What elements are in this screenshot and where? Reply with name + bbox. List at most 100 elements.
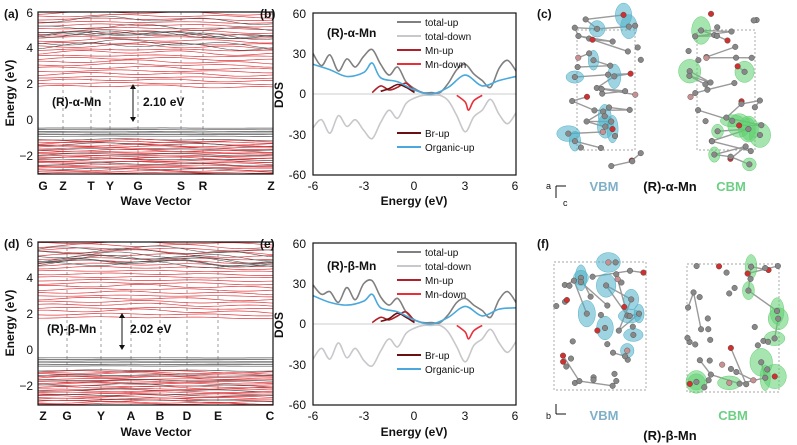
band-d-y-ticks: 6 4 2 0 −2 <box>19 236 33 393</box>
conduction-band <box>37 32 274 37</box>
structure-c-vbm <box>556 2 644 170</box>
conduction-band-gray <box>37 259 274 268</box>
dos-series-mn-down <box>456 94 483 111</box>
conduction-band <box>37 294 273 298</box>
conduction-band <box>37 290 274 296</box>
atom <box>748 54 755 61</box>
atom <box>601 324 608 331</box>
y-tick-label: -30 <box>289 358 307 372</box>
kpoint-label: D <box>183 409 192 423</box>
y-tick-label: 30 <box>293 47 307 61</box>
atom <box>597 311 604 318</box>
conduction-band <box>37 57 274 61</box>
atom <box>693 263 700 270</box>
atom <box>762 374 769 381</box>
atom <box>711 151 718 158</box>
atom <box>731 284 738 291</box>
axis-indicator-c: a c <box>546 181 568 208</box>
conduction-band <box>38 17 274 21</box>
conduction-band <box>37 72 274 77</box>
y-tick-label: 4 <box>26 41 33 55</box>
bond <box>608 106 630 111</box>
atom <box>613 377 620 384</box>
atom <box>726 290 733 297</box>
kpoint-label: Z <box>267 179 274 193</box>
atom <box>611 370 618 377</box>
atom <box>771 335 778 342</box>
atom <box>751 104 758 111</box>
atom <box>758 359 765 366</box>
y-tick-label: −2 <box>19 149 33 163</box>
conduction-band <box>37 306 273 310</box>
valence-band <box>37 385 274 390</box>
bond <box>707 82 735 91</box>
atom <box>614 276 621 283</box>
y-tick-label: 2 <box>26 77 33 91</box>
atom <box>726 379 733 386</box>
atom <box>704 86 711 93</box>
y-tick-label: 6 <box>26 236 33 250</box>
band-a-y-ticks: 6 4 2 0 −2 <box>19 6 33 163</box>
valence-band <box>37 145 274 149</box>
atom <box>591 107 598 114</box>
atom <box>577 278 584 285</box>
band-structure-a <box>37 11 274 175</box>
x-tick-label: 3 <box>462 409 469 423</box>
atom <box>734 63 741 70</box>
panel-d: (d) Z G Y A B D E C 6 4 2 0 −2 Energy (e… <box>3 236 275 439</box>
conduction-band-gray <box>37 30 274 40</box>
x-tick-label: 6 <box>512 409 519 423</box>
dos-chart-b <box>312 48 517 140</box>
atom <box>707 371 714 378</box>
cbm-label: CBM <box>718 408 748 423</box>
valence-band <box>38 379 274 382</box>
y-tick-label: 0 <box>299 317 306 331</box>
panel-a-label: (a) <box>4 7 19 21</box>
atom <box>686 72 693 79</box>
conduction-band <box>37 253 274 258</box>
atom <box>747 148 754 155</box>
kpoint-label: A <box>127 409 136 423</box>
bond <box>699 359 712 376</box>
atom <box>706 357 713 364</box>
atom <box>576 378 583 385</box>
atom <box>637 56 644 63</box>
valence-band <box>37 381 274 385</box>
atom <box>695 57 702 64</box>
valence-band <box>37 393 274 397</box>
valence-band <box>38 168 274 173</box>
atom <box>624 48 631 55</box>
atom <box>589 36 596 43</box>
x-tick-label: -6 <box>308 179 319 193</box>
atom <box>570 277 577 284</box>
dos-series-br-up <box>380 83 415 94</box>
dos-b-ylabel: DOS <box>272 82 286 108</box>
valence-band <box>37 394 274 398</box>
vbm-label: VBM <box>590 408 619 423</box>
conduction-band <box>38 308 274 314</box>
conduction-band-gray <box>37 30 274 39</box>
conduction-band <box>37 297 274 302</box>
bond <box>592 39 613 43</box>
atom <box>567 355 574 362</box>
valence-band <box>37 158 273 164</box>
atom <box>709 138 716 145</box>
atom <box>705 377 712 384</box>
axis-label-b: b <box>546 411 551 421</box>
atom <box>615 327 622 334</box>
atom <box>571 74 578 81</box>
conduction-band <box>37 14 274 19</box>
band-structure-d <box>37 241 274 406</box>
atom <box>732 43 739 50</box>
atom <box>577 144 584 151</box>
atom <box>618 279 625 286</box>
atom <box>708 10 715 17</box>
atom <box>565 130 572 137</box>
dos-b-y-ticks: 60 30 0 -30 -60 <box>289 7 307 182</box>
atom <box>727 365 734 372</box>
conduction-band <box>37 269 274 273</box>
atom <box>698 326 705 333</box>
atom <box>636 310 643 317</box>
panel-c-phase-label: (R)-α-Mn <box>643 179 697 194</box>
atom <box>625 23 632 30</box>
